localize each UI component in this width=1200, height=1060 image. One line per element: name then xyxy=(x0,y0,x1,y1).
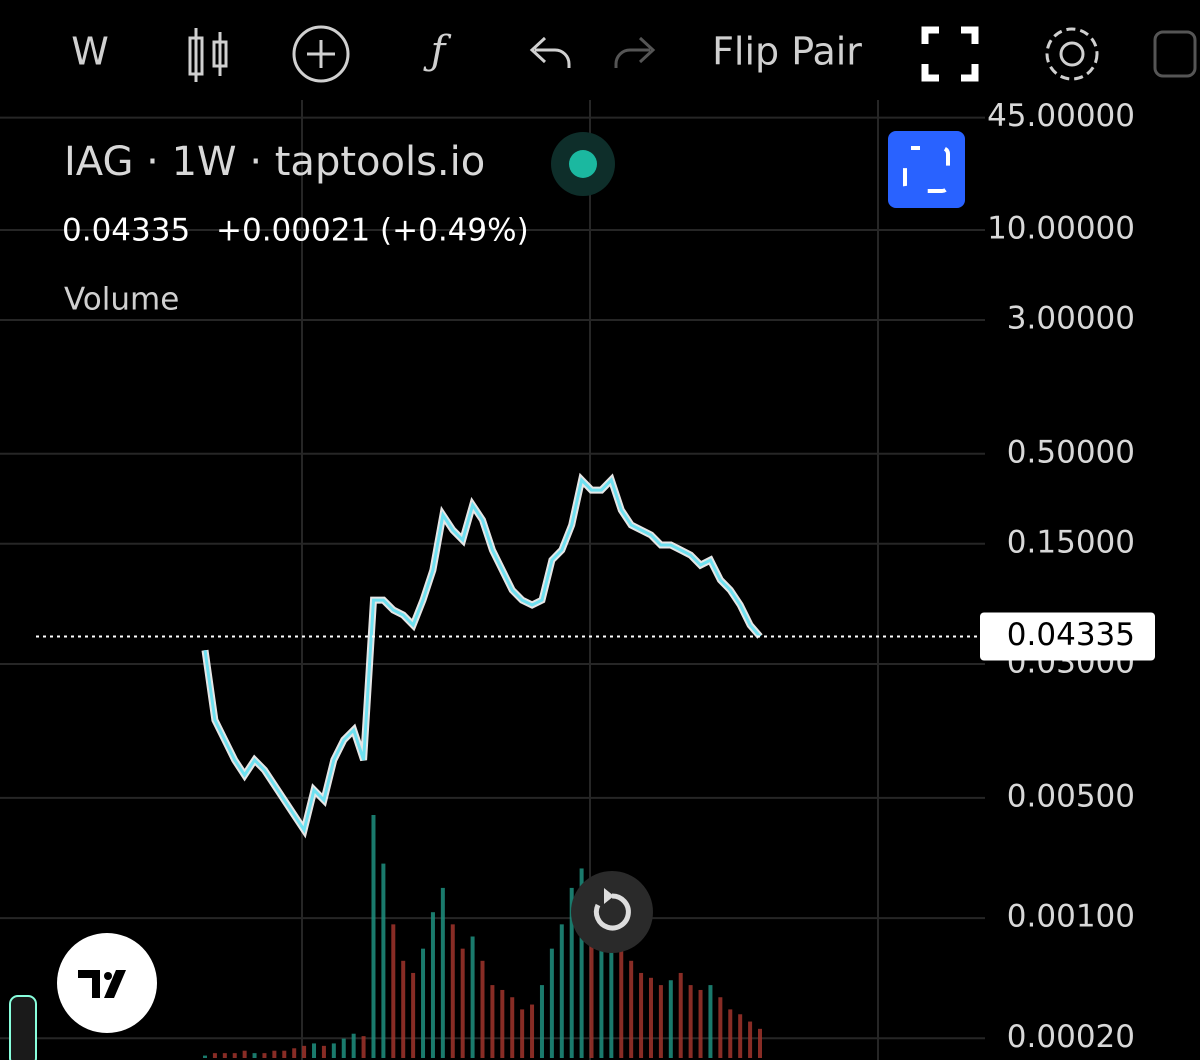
last-price-label: 0.04335 xyxy=(1007,617,1135,653)
volume-bar xyxy=(292,1048,297,1058)
volume-bar xyxy=(411,972,416,1058)
volume-bar xyxy=(470,936,475,1058)
volume-bar xyxy=(678,972,683,1058)
volume-bar xyxy=(668,980,673,1058)
volume-bar xyxy=(480,960,485,1058)
tv-logo-mark xyxy=(78,970,126,998)
volume-bar xyxy=(222,1053,227,1058)
fullscreen-button[interactable] xyxy=(921,26,979,82)
volume-bar xyxy=(569,887,574,1058)
volume-bar xyxy=(450,924,455,1058)
volume-bar xyxy=(421,948,426,1058)
volume-bar xyxy=(658,985,663,1058)
y-tick-label: 10.00000 xyxy=(987,211,1135,247)
volume-bar xyxy=(728,1009,733,1058)
volume-bar xyxy=(242,1050,247,1058)
volume-bar xyxy=(629,960,634,1058)
volume-bar xyxy=(331,1043,336,1058)
volume-bar xyxy=(609,936,614,1058)
volume-bar xyxy=(510,997,515,1058)
volume-bar xyxy=(559,924,564,1058)
volume-bar xyxy=(579,868,584,1058)
volume-bar xyxy=(212,1053,217,1058)
y-tick-label: 0.00100 xyxy=(1007,899,1135,935)
tv-logo[interactable] xyxy=(57,933,157,1033)
y-tick-label: 0.50000 xyxy=(1007,434,1135,470)
grid xyxy=(0,100,985,1060)
volume-bar xyxy=(262,1053,267,1058)
volume-bar xyxy=(252,1053,257,1058)
status-dot xyxy=(569,150,597,178)
tv-logo-dot xyxy=(104,972,112,980)
volume-bar xyxy=(648,977,653,1058)
undo-button[interactable] xyxy=(529,36,571,68)
symbol-legend: IAG · 1W · taptools.io xyxy=(64,139,485,185)
y-tick-label: 0.00500 xyxy=(1007,778,1135,814)
volume-bar xyxy=(539,985,544,1058)
volume-bar xyxy=(748,1021,753,1058)
settings-button[interactable] xyxy=(1045,27,1099,81)
volume-bar xyxy=(500,989,505,1058)
volume-bar xyxy=(758,1028,762,1058)
reset-arrow xyxy=(604,888,614,904)
change-legend: +0.00021 (+0.49%) xyxy=(216,213,529,249)
price-axis: 45.00000 10.00000 3.00000 0.50000 0.15000 0.0… xyxy=(980,98,1155,1055)
volume-bar xyxy=(232,1053,237,1058)
volume-bar xyxy=(698,989,703,1058)
price-line xyxy=(203,476,762,834)
y-tick-label: 45.00000 xyxy=(987,98,1135,134)
volume-bar xyxy=(282,1050,287,1058)
last-price-tag xyxy=(980,612,1155,661)
plot xyxy=(36,472,985,839)
volume-bar xyxy=(520,1009,525,1058)
y-tick-label: 0.15000 xyxy=(1007,524,1135,560)
volume-bar xyxy=(549,948,554,1058)
volume-bar xyxy=(599,924,604,1058)
reset-icon xyxy=(593,893,631,931)
volume-bar xyxy=(619,948,624,1058)
volume-bar xyxy=(272,1050,277,1058)
reset-button[interactable] xyxy=(571,871,653,953)
redo-button[interactable] xyxy=(614,36,656,68)
volume-bar xyxy=(440,887,445,1058)
flip-pair-button[interactable]: Flip Pair xyxy=(712,30,862,74)
volume-bar xyxy=(312,1043,317,1058)
volume-bar xyxy=(203,1055,207,1058)
volume-bar xyxy=(530,1004,535,1058)
volume-bar xyxy=(708,985,713,1058)
volume-bar xyxy=(718,997,723,1058)
toolbar: W ƒ Flip Pair xyxy=(71,25,1197,83)
volume-pane xyxy=(203,815,762,1058)
volume-bar xyxy=(738,1014,743,1058)
expand-button[interactable] xyxy=(888,131,965,208)
volume-bar xyxy=(401,960,406,1058)
y-tick-label: 0.00020 xyxy=(1007,1019,1135,1055)
volume-bar xyxy=(639,972,644,1058)
volume-bar xyxy=(351,1033,356,1058)
chart-type-button[interactable] xyxy=(188,28,228,82)
volume-bar xyxy=(361,1036,366,1058)
add-indicator-button[interactable] xyxy=(292,25,350,83)
volume-bar xyxy=(321,1045,326,1058)
volume-bar xyxy=(381,863,386,1058)
volume-bar xyxy=(371,815,376,1058)
sidebar-toggle[interactable] xyxy=(9,995,37,1060)
volume-bar xyxy=(688,985,693,1058)
volume-legend: Volume xyxy=(64,282,179,318)
y-tick-label: 3.00000 xyxy=(1007,300,1135,336)
volume-bar xyxy=(430,912,435,1058)
volume-bar xyxy=(341,1038,346,1058)
volume-bar xyxy=(391,924,396,1058)
price-legend: 0.04335 xyxy=(62,213,190,249)
volume-bar xyxy=(460,948,465,1058)
expand-icon xyxy=(903,146,950,193)
volume-bar xyxy=(302,1045,307,1058)
snapshot-button[interactable] xyxy=(1153,30,1197,78)
interval-button[interactable]: W xyxy=(71,30,109,74)
volume-bar xyxy=(589,912,594,1058)
volume-bar xyxy=(490,985,495,1058)
